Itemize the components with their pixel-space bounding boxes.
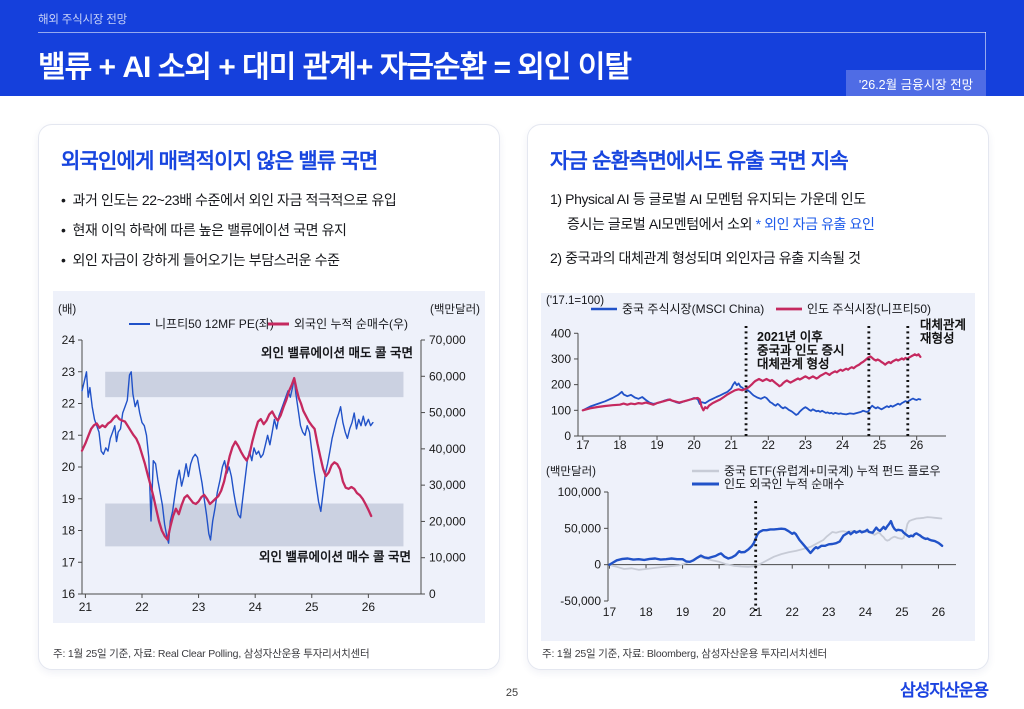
svg-text:24: 24	[836, 438, 850, 452]
svg-text:23: 23	[799, 438, 813, 452]
svg-text:21: 21	[79, 600, 93, 614]
numbered-item-1: 1) Physical AI 등 글로벌 AI 모멘텀 유지되는 가운데 인도 …	[550, 191, 875, 232]
page-title: 밸류 + AI 소외 + 대미 관계+ 자금순환 = 외인 이탈	[38, 51, 632, 84]
svg-text:300: 300	[551, 352, 571, 366]
svg-text:외인 밸류에이션 매수 콜 국면: 외인 밸류에이션 매수 콜 국면	[259, 549, 411, 564]
svg-text:인도 외국인 누적 순매수: 인도 외국인 누적 순매수	[724, 477, 844, 491]
svg-text:25: 25	[895, 605, 909, 619]
svg-text:24: 24	[859, 605, 873, 619]
header-kicker: 해외 주식시장 전망	[38, 14, 128, 26]
svg-text:24: 24	[248, 600, 262, 614]
svg-text:19: 19	[676, 605, 690, 619]
svg-text:20: 20	[687, 438, 701, 452]
svg-text:40,000: 40,000	[429, 442, 466, 456]
fund-flow-points: 1) Physical AI 등 글로벌 AI 모멘텀 유지되는 가운데 인도 …	[550, 187, 875, 280]
svg-text:70,000: 70,000	[429, 333, 466, 347]
nifty-pe-foreign-netbuy-chart: 24 23 22 21 20 19 18 17 16 70,000 60,000 50,000 40,0…	[58, 302, 480, 614]
svg-text:('17.1=100): ('17.1=100)	[546, 295, 604, 307]
valuation-panel: 외국인에게 매력적이지 않은 밸류 국면 과거 인도는 22~23배 수준에서 …	[38, 124, 500, 670]
svg-text:2021년 이후: 2021년 이후	[757, 329, 823, 344]
svg-text:100,000: 100,000	[558, 485, 602, 499]
fund-flow-chart-block: 400 300 200 100 0 17 18 19 20 21 22 23 24 25 26 2021년 이…	[541, 293, 975, 641]
valuation-bullets: 과거 인도는 22~23배 수준에서 외인 자금 적극적으로 유입 현재 이익 …	[61, 185, 397, 275]
svg-text:100: 100	[551, 403, 571, 417]
svg-text:23: 23	[192, 600, 206, 614]
svg-text:19: 19	[62, 492, 76, 506]
svg-text:10,000: 10,000	[429, 551, 466, 565]
svg-text:24: 24	[62, 333, 76, 347]
china-india-index-chart: 400 300 200 100 0 17 18 19 20 21 22 23 24 25 26 2021년 이…	[546, 295, 966, 452]
svg-text:0: 0	[594, 558, 601, 572]
svg-text:0: 0	[429, 587, 436, 601]
svg-text:중국과 인도 증시: 중국과 인도 증시	[757, 343, 844, 358]
svg-text:16: 16	[62, 587, 76, 601]
svg-text:재형성: 재형성	[920, 331, 955, 346]
header: 해외 주식시장 전망 밸류 + AI 소외 + 대미 관계+ 자금순환 = 외인…	[0, 0, 1024, 96]
svg-text:200: 200	[551, 378, 571, 392]
highlight-note: * 외인 자금 유출 요인	[755, 216, 875, 232]
svg-text:(백만달러): (백만달러)	[546, 464, 596, 478]
svg-text:25: 25	[873, 438, 887, 452]
svg-text:인도 주식시장(니프티50): 인도 주식시장(니프티50)	[807, 302, 931, 316]
header-rule	[38, 32, 986, 33]
svg-text:외국인 누적 순매수(우): 외국인 누적 순매수(우)	[294, 317, 408, 331]
svg-text:26: 26	[910, 438, 924, 452]
svg-text:19: 19	[650, 438, 664, 452]
numbered-item-2: 2) 중국과의 대체관계 형성되며 외인자금 유출 지속될 것	[550, 250, 861, 266]
svg-text:18: 18	[613, 438, 627, 452]
edition-badge: '26.2월 금융시장 전망	[846, 70, 986, 96]
valuation-panel-title: 외국인에게 매력적이지 않은 밸류 국면	[61, 150, 378, 173]
svg-text:30,000: 30,000	[429, 478, 466, 492]
svg-text:25: 25	[305, 600, 319, 614]
source-footnote: 주: 1월 25일 기준, 자료: Real Clear Polling, 삼성…	[53, 648, 370, 660]
svg-text:17: 17	[603, 605, 617, 619]
svg-text:18: 18	[62, 524, 76, 538]
svg-text:22: 22	[786, 605, 800, 619]
svg-text:21: 21	[725, 438, 739, 452]
svg-text:20: 20	[62, 460, 76, 474]
svg-text:중국 ETF(유럽계+미국계) 누적 펀드 플로우: 중국 ETF(유럽계+미국계) 누적 펀드 플로우	[724, 464, 941, 478]
svg-text:50,000: 50,000	[564, 521, 601, 535]
svg-text:0: 0	[564, 429, 571, 443]
valuation-chart-block: 24 23 22 21 20 19 18 17 16 70,000 60,000 50,000 40,0…	[53, 291, 485, 623]
svg-text:18: 18	[639, 605, 653, 619]
svg-text:23: 23	[822, 605, 836, 619]
page-number: 25	[505, 687, 519, 699]
fund-flow-panel: 자금 순환측면에서도 유출 국면 지속 1) Physical AI 등 글로벌…	[527, 124, 989, 670]
svg-text:26: 26	[932, 605, 946, 619]
svg-text:20,000: 20,000	[429, 514, 466, 528]
svg-text:50,000: 50,000	[429, 406, 466, 420]
svg-text:(배): (배)	[58, 303, 76, 316]
header-rule-vertical	[985, 32, 986, 70]
svg-text:-50,000: -50,000	[560, 594, 601, 608]
svg-text:26: 26	[362, 600, 376, 614]
svg-text:21: 21	[749, 605, 763, 619]
svg-text:니프티50 12MF PE(좌): 니프티50 12MF PE(좌)	[155, 317, 274, 331]
svg-text:대체관계 형성: 대체관계 형성	[757, 356, 829, 371]
fund-flow-panel-title: 자금 순환측면에서도 유출 국면 지속	[550, 150, 849, 173]
svg-text:22: 22	[62, 397, 76, 411]
svg-text:중국 주식시장(MSCI China): 중국 주식시장(MSCI China)	[622, 302, 764, 316]
svg-text:21: 21	[62, 428, 76, 442]
svg-text:17: 17	[62, 555, 76, 569]
company-logo: 삼성자산운용	[900, 681, 989, 700]
svg-text:400: 400	[551, 326, 571, 340]
bullet-item: 현재 이익 하락에 따른 높은 밸류에이션 국면 유지	[61, 215, 396, 245]
svg-text:(백만달러): (백만달러)	[430, 302, 480, 316]
svg-text:대체관계: 대체관계	[920, 317, 966, 332]
svg-text:외인 밸류에이션 매도 콜 국면: 외인 밸류에이션 매도 콜 국면	[261, 345, 413, 360]
source-footnote: 주: 1월 25일 기준, 자료: Bloomberg, 삼성자산운용 투자리서…	[542, 648, 827, 660]
svg-text:22: 22	[135, 600, 149, 614]
svg-text:60,000: 60,000	[429, 369, 466, 383]
bullet-item: 외인 자금이 강하게 들어오기는 부담스러운 수준	[61, 245, 396, 275]
bullet-item: 과거 인도는 22~23배 수준에서 외인 자금 적극적으로 유입	[61, 185, 397, 215]
svg-text:23: 23	[62, 365, 76, 379]
svg-text:20: 20	[712, 605, 726, 619]
svg-text:17: 17	[576, 438, 590, 452]
svg-text:22: 22	[762, 438, 776, 452]
